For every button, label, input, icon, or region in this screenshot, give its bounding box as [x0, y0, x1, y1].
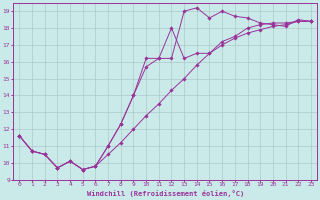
- X-axis label: Windchill (Refroidissement éolien,°C): Windchill (Refroidissement éolien,°C): [86, 190, 244, 197]
